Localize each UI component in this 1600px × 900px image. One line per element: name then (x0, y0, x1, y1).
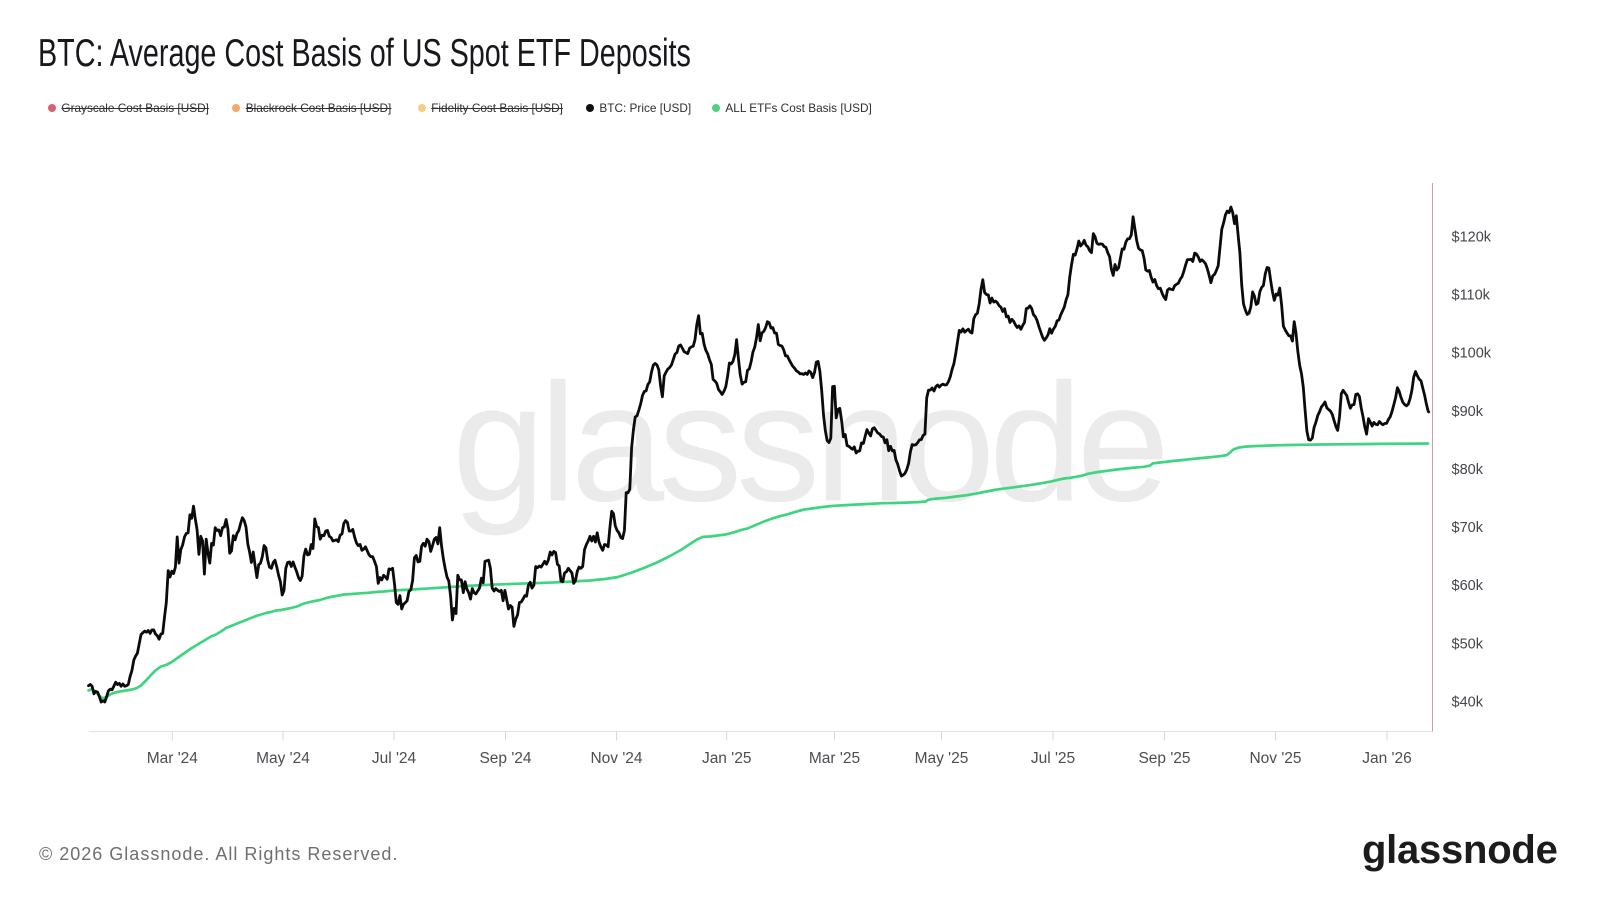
svg-text:Mar '25: Mar '25 (809, 750, 860, 767)
svg-text:May '24: May '24 (256, 750, 310, 767)
svg-text:Sep '25: Sep '25 (1138, 750, 1190, 767)
svg-text:$80k: $80k (1452, 462, 1484, 478)
svg-text:Jul '24: Jul '24 (372, 750, 417, 767)
svg-text:Jan '26: Jan '26 (1362, 750, 1412, 767)
svg-text:$120k: $120k (1452, 229, 1492, 245)
svg-text:glassnode: glassnode (452, 349, 1164, 537)
svg-text:Jan '25: Jan '25 (702, 750, 752, 767)
svg-text:Jul '25: Jul '25 (1031, 750, 1075, 767)
svg-text:$70k: $70k (1452, 520, 1484, 536)
svg-text:$50k: $50k (1452, 636, 1484, 652)
svg-text:$40k: $40k (1452, 694, 1484, 710)
svg-text:$100k: $100k (1452, 346, 1492, 362)
svg-text:$90k: $90k (1452, 404, 1484, 420)
svg-text:Mar '24: Mar '24 (147, 750, 199, 767)
svg-text:Nov '24: Nov '24 (590, 750, 642, 767)
svg-text:Nov '25: Nov '25 (1249, 750, 1301, 767)
svg-text:May '25: May '25 (915, 750, 969, 767)
svg-text:Sep '24: Sep '24 (479, 750, 531, 767)
svg-text:$110k: $110k (1452, 288, 1491, 304)
svg-text:$60k: $60k (1452, 578, 1484, 594)
